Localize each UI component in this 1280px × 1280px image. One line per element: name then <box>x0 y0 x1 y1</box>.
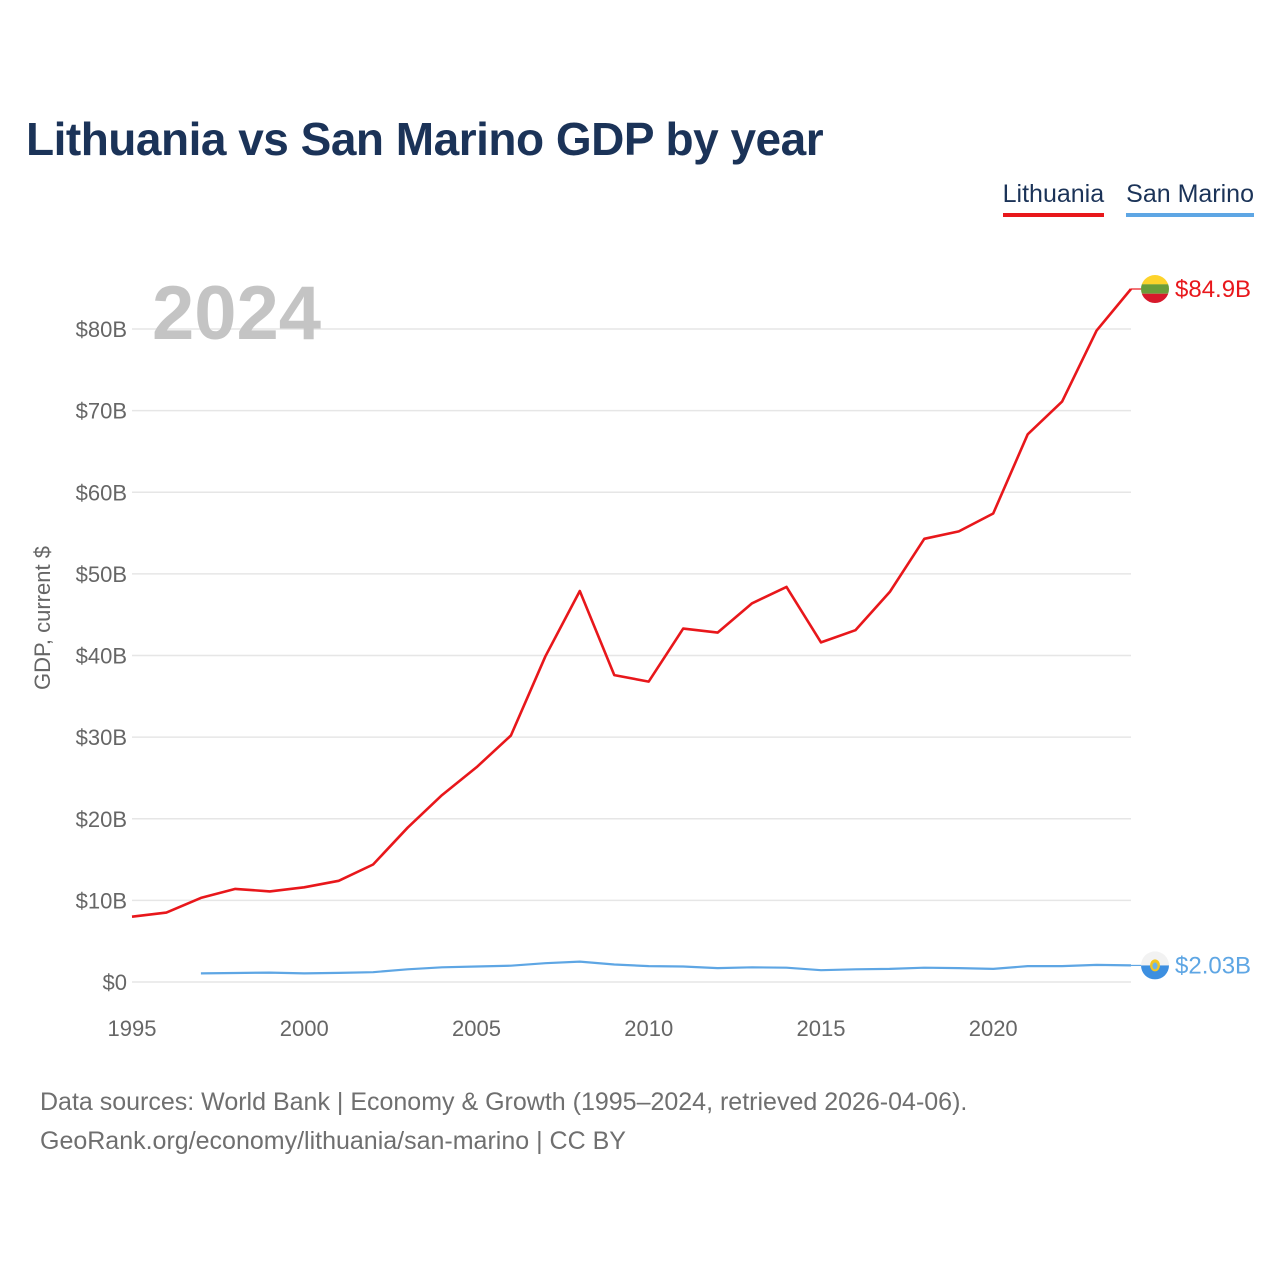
lithuania-end-label: $84.9B <box>1175 276 1251 303</box>
san-marino-end-label: $2.03B <box>1175 952 1251 979</box>
footer-line-2[interactable]: GeoRank.org/economy/lithuania/san-marino… <box>40 1127 626 1155</box>
x-tick-label: 2015 <box>796 1016 845 1041</box>
legend: Lithuania San Marino <box>1002 180 1254 217</box>
y-tick-label: $0 <box>103 970 127 995</box>
lithuania-flag-icon <box>1141 275 1169 304</box>
x-tick-label: 2020 <box>969 1016 1018 1041</box>
y-tick-label: $80B <box>76 317 127 342</box>
y-tick-label: $10B <box>76 888 127 913</box>
x-tick-label: 1995 <box>108 1016 157 1041</box>
y-tick-label: $50B <box>76 562 127 587</box>
y-tick-label: $40B <box>76 644 127 669</box>
y-axis-label: GDP, current $ <box>30 546 55 690</box>
y-tick-label: $70B <box>76 399 127 424</box>
x-tick-label: 2005 <box>452 1016 501 1041</box>
chart-title: Lithuania vs San Marino GDP by year <box>26 113 824 165</box>
footer-line-1: Data sources: World Bank | Economy & Gro… <box>40 1088 968 1116</box>
x-tick-label: 2010 <box>624 1016 673 1041</box>
san-marino-flag-icon <box>1141 951 1169 980</box>
y-tick-label: $30B <box>76 725 127 750</box>
legend-item-san-marino[interactable]: San Marino <box>1126 180 1254 217</box>
year-label: 2024 <box>152 271 321 356</box>
y-tick-label: $20B <box>76 807 127 832</box>
footer-source: Data sources: World Bank | Economy & Gro… <box>40 1083 967 1161</box>
series-line-san-marino <box>200 960 1132 975</box>
series-line-lithuania <box>131 288 1133 918</box>
y-tick-label: $60B <box>76 480 127 505</box>
x-tick-label: 2000 <box>280 1016 329 1041</box>
legend-item-lithuania[interactable]: Lithuania <box>1002 180 1105 217</box>
